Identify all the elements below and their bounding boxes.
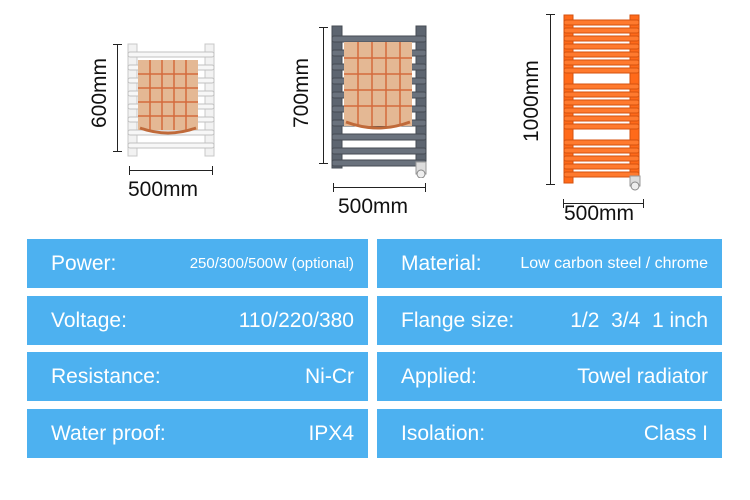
spec-label: Flange size: xyxy=(401,308,515,332)
height-label-1: 600mm xyxy=(88,57,111,128)
width-dimension-cap xyxy=(643,199,644,208)
spec-label: Power: xyxy=(51,251,117,275)
width-label-2: 500mm xyxy=(338,195,409,218)
towel-radiator-orange xyxy=(563,14,641,191)
spec-value: Ni-Cr xyxy=(305,364,354,388)
width-dimension-line-3 xyxy=(563,203,644,204)
width-dimension-cap xyxy=(129,166,130,175)
height-dimension-cap xyxy=(319,27,328,28)
spec-cell-water-proof: Water proof: IPX4 xyxy=(27,409,368,458)
spec-cell-resistance: Resistance: Ni-Cr xyxy=(27,352,368,401)
spec-cell-power: Power: 250/300/500W (optional) xyxy=(27,239,368,288)
height-dimension-cap xyxy=(319,163,328,164)
height-dimension-line-3 xyxy=(550,14,551,185)
height-dimension-cap xyxy=(546,184,555,185)
height-dimension-line-1 xyxy=(117,44,118,152)
spec-label: Water proof: xyxy=(51,421,166,445)
spec-cell-flange-size: Flange size: 1/2 3/4 1 inch xyxy=(377,296,722,345)
spec-cell-applied: Applied: Towel radiator xyxy=(377,352,722,401)
spec-value: 250/300/500W (optional) xyxy=(189,255,354,272)
height-dimension-line-2 xyxy=(323,27,324,164)
width-dimension-line-1 xyxy=(129,170,213,171)
width-dimension-cap xyxy=(425,183,426,192)
towel-radiator-grey xyxy=(331,25,427,178)
spec-value: Class I xyxy=(643,421,708,445)
width-dimension-cap xyxy=(563,199,564,208)
height-dimension-cap xyxy=(113,151,122,152)
spec-label: Voltage: xyxy=(51,308,127,332)
width-dimension-line-2 xyxy=(333,187,426,188)
width-label-3: 500mm xyxy=(564,202,635,225)
height-dimension-cap xyxy=(546,14,555,15)
spec-value: Low carbon steel / chrome xyxy=(520,254,708,272)
width-dimension-cap xyxy=(333,183,334,192)
spec-label: Material: xyxy=(401,251,482,275)
towel-radiator-white xyxy=(127,43,215,157)
spec-label: Resistance: xyxy=(51,364,161,388)
height-label-2: 700mm xyxy=(290,57,313,128)
spec-value: 1/2 3/4 1 inch xyxy=(570,308,708,332)
height-label-3: 1000mm xyxy=(520,60,543,142)
spec-label: Applied: xyxy=(401,364,477,388)
spec-label: Isolation: xyxy=(401,421,486,445)
spec-value: IPX4 xyxy=(308,421,354,445)
spec-value: Towel radiator xyxy=(577,364,708,388)
height-dimension-cap xyxy=(113,44,122,45)
width-label-1: 500mm xyxy=(128,178,199,201)
spec-cell-material: Material: Low carbon steel / chrome xyxy=(377,239,722,288)
spec-value: 110/220/380 xyxy=(238,308,354,332)
spec-cell-voltage: Voltage: 110/220/380 xyxy=(27,296,368,345)
spec-cell-isolation: Isolation: Class I xyxy=(377,409,722,458)
width-dimension-cap xyxy=(212,166,213,175)
